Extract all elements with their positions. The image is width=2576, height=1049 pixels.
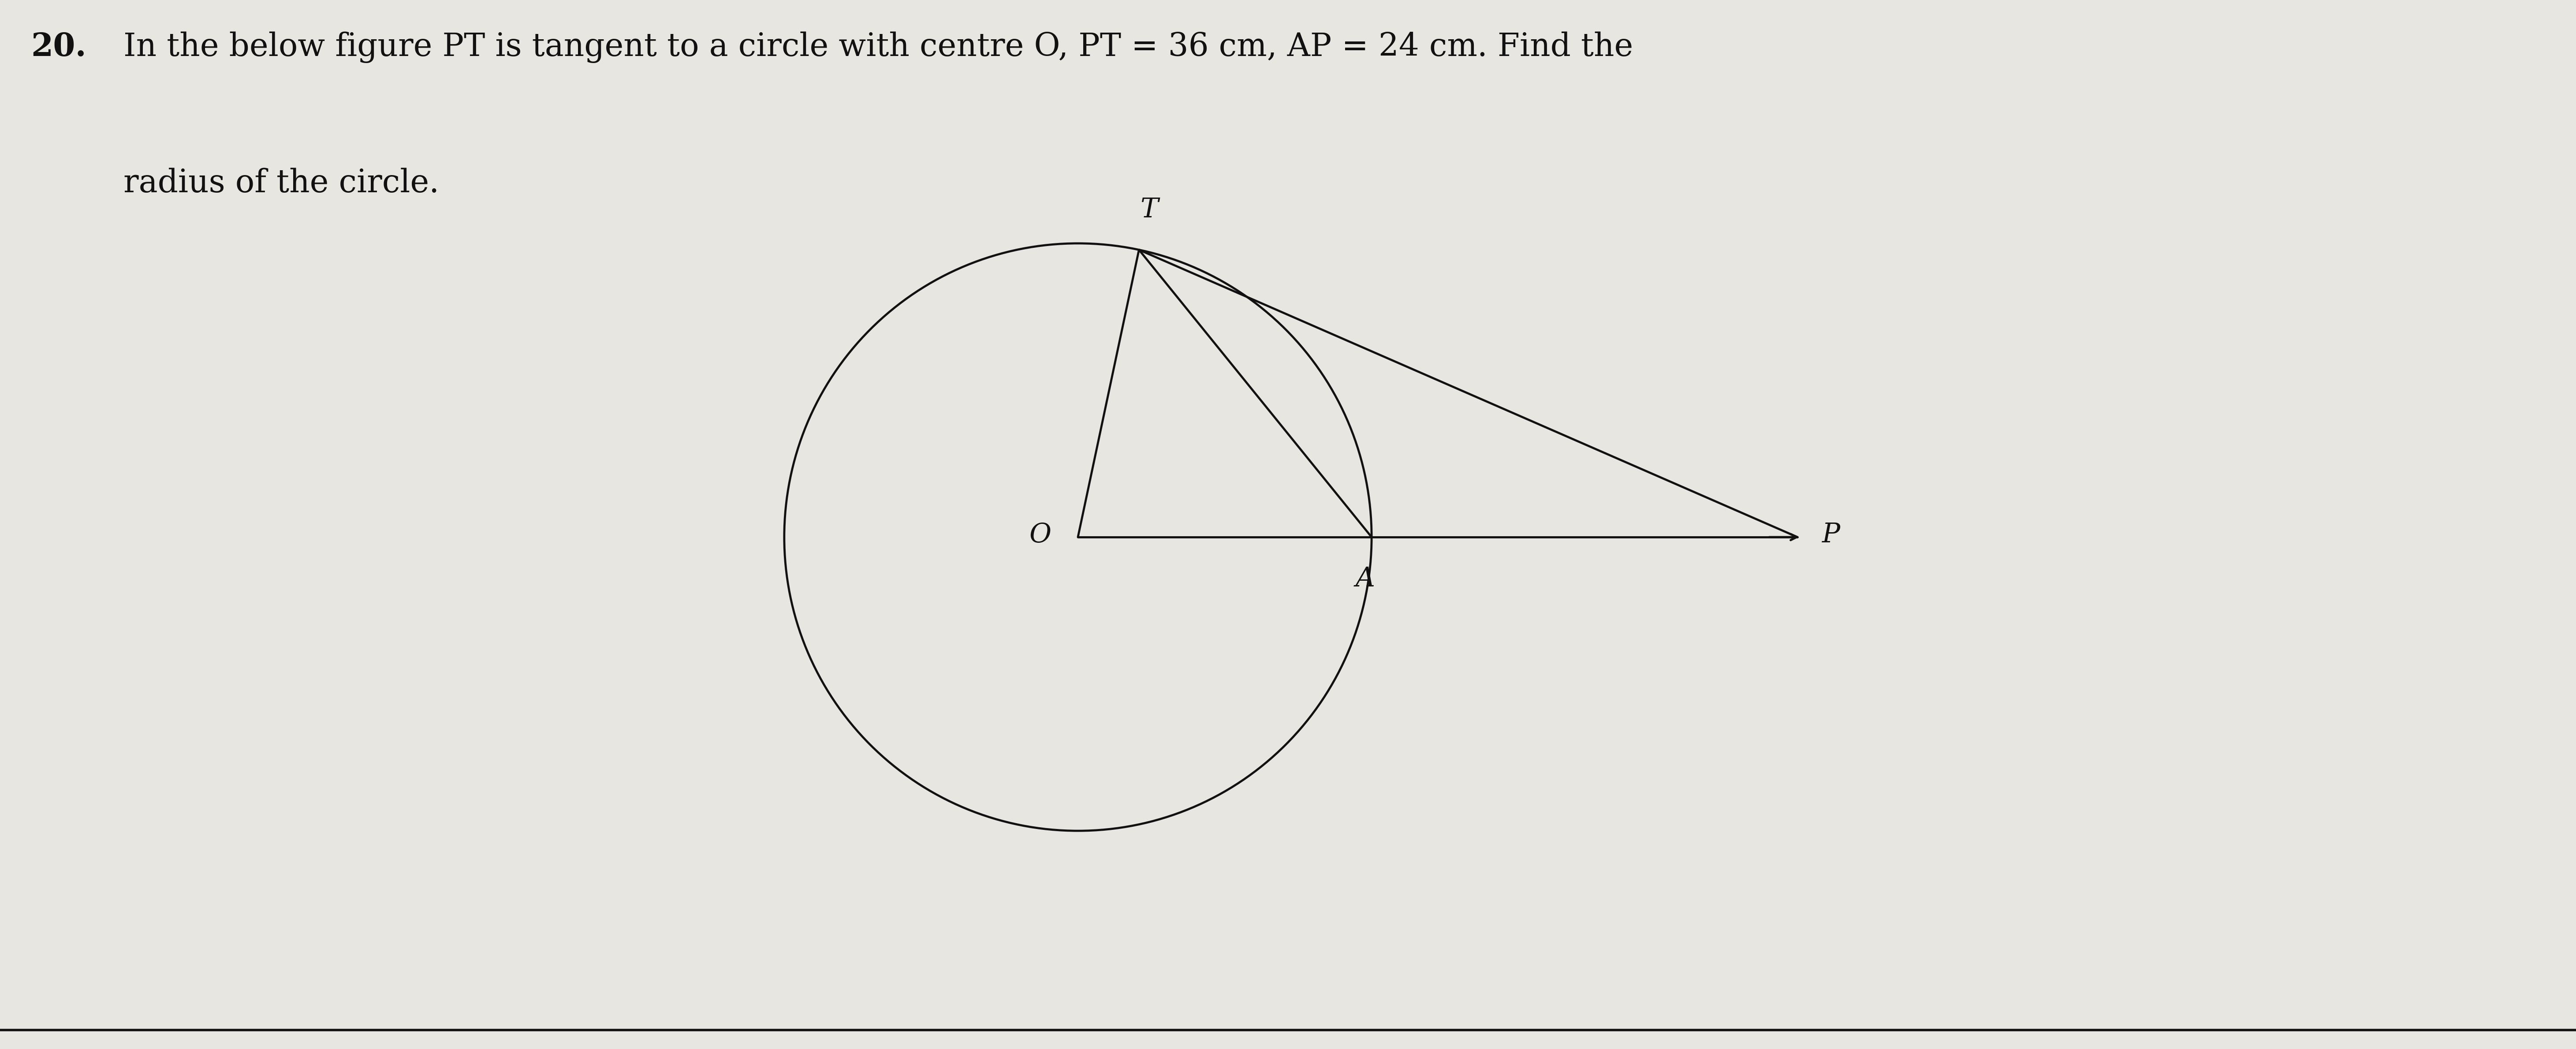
Text: radius of the circle.: radius of the circle. (124, 168, 440, 199)
Text: 20.: 20. (31, 31, 88, 63)
Text: P: P (1821, 521, 1839, 549)
Text: A: A (1355, 565, 1376, 593)
Text: T: T (1141, 196, 1159, 223)
Text: In the below figure PT is tangent to a circle with centre O, PT = 36 cm, AP = 24: In the below figure PT is tangent to a c… (124, 31, 1633, 63)
Text: O: O (1028, 521, 1051, 549)
